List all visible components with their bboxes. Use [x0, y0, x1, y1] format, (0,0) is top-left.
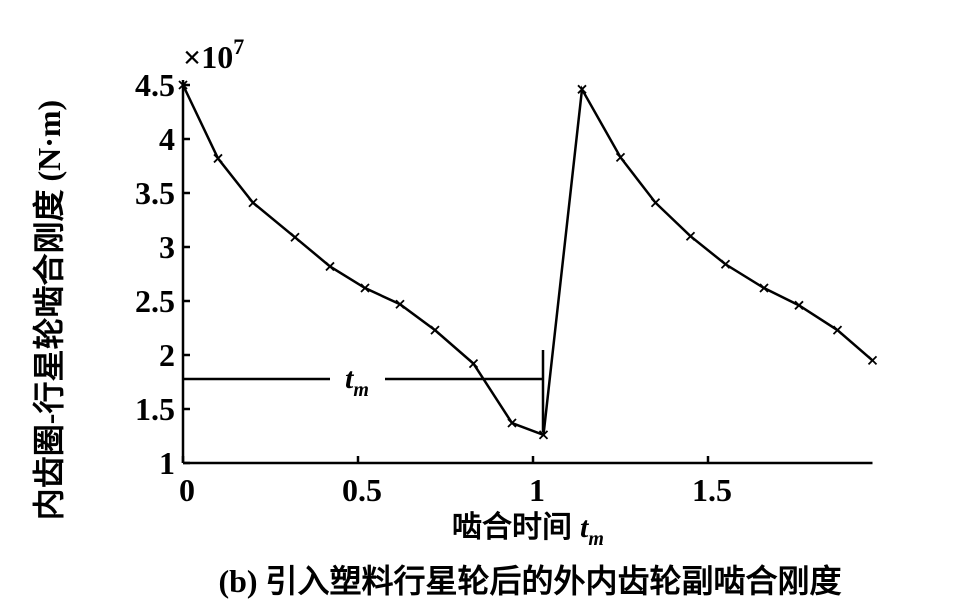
caption: (b) 引入塑料行星轮后的外内齿轮副啮合刚度 [218, 563, 841, 599]
y-tick-label: 2 [159, 337, 175, 373]
marker [685, 231, 696, 241]
x-tick-label: 0 [179, 472, 195, 508]
marker [615, 152, 626, 162]
y-tick-label: 4.5 [135, 67, 175, 103]
x-tick-label: 0.5 [342, 472, 382, 508]
marker [468, 359, 479, 369]
marker [867, 355, 878, 366]
scale-base: ×10 [183, 39, 233, 75]
y-tick-label: 4 [159, 121, 175, 157]
marker [794, 300, 804, 310]
marker [430, 325, 440, 335]
x-label-subscript: m [588, 528, 604, 550]
x-label-symbol: t [580, 511, 590, 544]
annotation-subscript: m [353, 379, 369, 401]
marker [759, 283, 769, 293]
y-tick-label: 2.5 [135, 283, 175, 319]
x-tick-label: 1 [529, 472, 545, 508]
marker [325, 261, 335, 272]
y-tick-label: 3 [159, 229, 175, 265]
marker [178, 80, 188, 90]
marker [832, 325, 843, 335]
x-tick-label: 1.5 [692, 472, 732, 508]
y-axis-label: 内齿圈-行星轮啮合刚度 (N·m) [31, 100, 67, 520]
scale-label: ×107 [183, 34, 244, 75]
annotation-text: t [345, 362, 355, 395]
marker [538, 430, 549, 440]
line [181, 84, 874, 437]
y-tick-label: 1.5 [135, 391, 175, 427]
y-tick-label: 1 [159, 445, 175, 481]
marker [395, 299, 405, 309]
marker [577, 84, 587, 94]
marker [360, 283, 370, 293]
y-tick-label: 3.5 [135, 175, 175, 211]
x-label-text: 啮合时间 [452, 510, 572, 544]
x-axis-label: 啮合时间 tm [452, 510, 604, 550]
scale-exponent: 7 [233, 34, 244, 59]
marker [650, 198, 661, 208]
marker [248, 198, 258, 208]
marker [720, 259, 731, 269]
marker [290, 232, 300, 242]
marker [213, 153, 223, 164]
marker [507, 418, 517, 428]
annotation: tm [345, 362, 369, 401]
